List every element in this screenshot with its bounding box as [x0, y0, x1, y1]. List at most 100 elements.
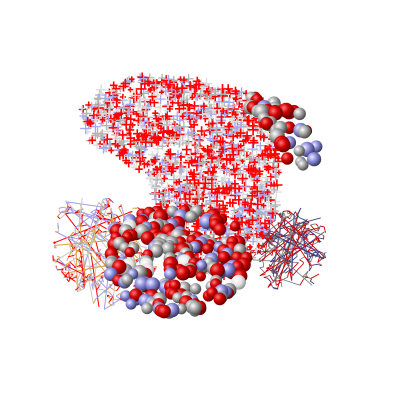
- atom-cross: [161, 75, 172, 86]
- bond-stick: [317, 258, 323, 263]
- atom-cross: [227, 184, 235, 192]
- atom-cross: [207, 184, 217, 194]
- atom-cross: [148, 150, 157, 159]
- atom-cross: [195, 160, 203, 168]
- bond-stick: [323, 226, 326, 233]
- bond-stick: [273, 247, 277, 251]
- bond-stick: [116, 214, 121, 221]
- atom-cross: [158, 125, 164, 132]
- bond-stick: [92, 282, 97, 290]
- atom-cross: [225, 168, 234, 177]
- atom-cross: [126, 134, 135, 143]
- atom-cross: [152, 175, 162, 185]
- atom-cross: [220, 163, 227, 170]
- space-fill-lower: [103, 204, 253, 319]
- bond-stick: [298, 207, 302, 212]
- bond-stick: [98, 205, 106, 212]
- bond-stick: [81, 274, 86, 282]
- atom-cross: [187, 127, 196, 137]
- atom-cross: [179, 113, 186, 120]
- bond-stick: [140, 250, 142, 253]
- atom-cross: [208, 105, 218, 115]
- atom-sphere: [307, 152, 322, 167]
- atom-cross: [208, 86, 215, 94]
- atom-cross: [201, 146, 207, 152]
- atom-cross: [210, 120, 216, 127]
- bond-stick: [79, 224, 87, 227]
- bond-stick: [268, 264, 274, 268]
- atom-cross: [183, 74, 194, 84]
- atom-cross: [269, 157, 279, 168]
- atom-cross: [127, 150, 138, 161]
- atom-cross: [185, 190, 194, 199]
- atom-cross: [246, 198, 256, 209]
- atom-cross: [140, 79, 150, 89]
- bond-stick: [275, 280, 277, 286]
- atom-cross: [203, 94, 211, 101]
- bond-stick: [282, 216, 288, 220]
- atom-cross: [258, 130, 265, 136]
- bond-stick: [292, 228, 324, 260]
- atom-cross: [174, 160, 180, 166]
- bond-stick: [300, 231, 303, 233]
- atom-cross: [108, 147, 115, 154]
- atom-cross: [235, 128, 246, 138]
- atom-cross: [115, 107, 127, 119]
- bond-stick: [53, 240, 106, 246]
- bond-stick: [308, 242, 314, 247]
- bond-stick: [77, 234, 81, 239]
- bond-stick: [280, 217, 321, 230]
- atom-cross: [160, 175, 168, 183]
- atom-cross: [213, 181, 220, 188]
- bond-stick: [74, 227, 76, 235]
- atom-cross: [235, 212, 244, 221]
- atom-sphere: [217, 251, 231, 264]
- atom-cross: [211, 163, 218, 171]
- bond-stick: [99, 224, 107, 230]
- atom-sphere: [120, 290, 132, 302]
- atom-cross: [228, 198, 237, 208]
- atom-cross: [253, 184, 265, 196]
- bond-stick: [297, 215, 300, 218]
- bond-stick: [59, 213, 66, 220]
- atom-cross: [188, 158, 196, 166]
- bond-stick: [275, 251, 280, 258]
- atom-cross: [135, 165, 143, 173]
- atom-cross: [212, 187, 223, 198]
- bond-stick: [110, 212, 117, 216]
- bond-stick: [98, 279, 106, 288]
- atom-cross: [194, 94, 201, 101]
- atom-cross: [141, 145, 149, 153]
- atom-cross: [195, 88, 207, 100]
- atom-cross: [247, 215, 258, 225]
- atom-cross: [158, 195, 167, 205]
- bond-stick: [53, 231, 104, 263]
- atom-cross: [270, 186, 282, 198]
- atom-cross: [203, 201, 210, 208]
- atom-sphere: [141, 302, 153, 315]
- bond-stick: [306, 239, 309, 243]
- atom-cross: [210, 127, 223, 139]
- bond-stick: [300, 232, 307, 236]
- bond-stick: [77, 288, 85, 293]
- atom-cross: [188, 129, 198, 140]
- atom-cross: [183, 107, 195, 119]
- atom-cross: [211, 172, 219, 181]
- bond-stick: [294, 211, 299, 217]
- atom-sphere: [134, 276, 150, 292]
- atom-cross: [251, 244, 262, 255]
- atom-cross: [251, 158, 258, 166]
- bond-stick: [120, 204, 122, 206]
- atom-cross: [205, 190, 213, 198]
- bond-stick: [314, 251, 320, 258]
- bond-stick: [57, 222, 59, 229]
- bond-stick: [262, 261, 265, 268]
- bond-stick: [95, 236, 100, 240]
- bond-stick: [268, 245, 313, 286]
- atom-cross: [104, 108, 114, 119]
- atom-cross: [126, 97, 133, 104]
- bond-stick: [69, 261, 76, 268]
- atom-cross: [211, 87, 220, 96]
